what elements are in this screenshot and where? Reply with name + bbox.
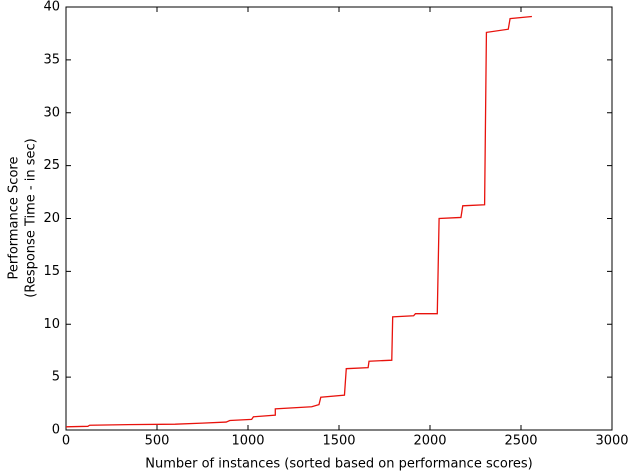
y-tick-label: 25 [43, 158, 60, 173]
y-tick-label: 10 [43, 317, 60, 332]
plot-frame [65, 6, 613, 431]
y-tick-label: 15 [43, 264, 60, 279]
x-tick-label: 2500 [504, 434, 537, 449]
x-tick-label: 1500 [322, 434, 355, 449]
y-tick-label: 0 [52, 423, 60, 438]
x-axis-label: Number of instances (sorted based on per… [145, 457, 532, 472]
y-tick-label: 20 [43, 211, 60, 226]
x-tick-label: 0 [62, 434, 70, 449]
y-axis-label: Performance Score [7, 157, 22, 280]
x-tick-label: 2000 [413, 434, 446, 449]
x-tick-label: 3000 [595, 434, 628, 449]
y-axis-label: (Response Time - in sec) [24, 138, 39, 297]
x-tick-label: 500 [145, 434, 170, 449]
y-tick-label: 5 [52, 370, 60, 385]
y-tick-label: 35 [43, 52, 60, 67]
y-tick-label: 40 [43, 0, 60, 15]
data-line [65, 15, 532, 428]
y-tick-label: 30 [43, 105, 60, 120]
x-tick-label: 1000 [231, 434, 264, 449]
